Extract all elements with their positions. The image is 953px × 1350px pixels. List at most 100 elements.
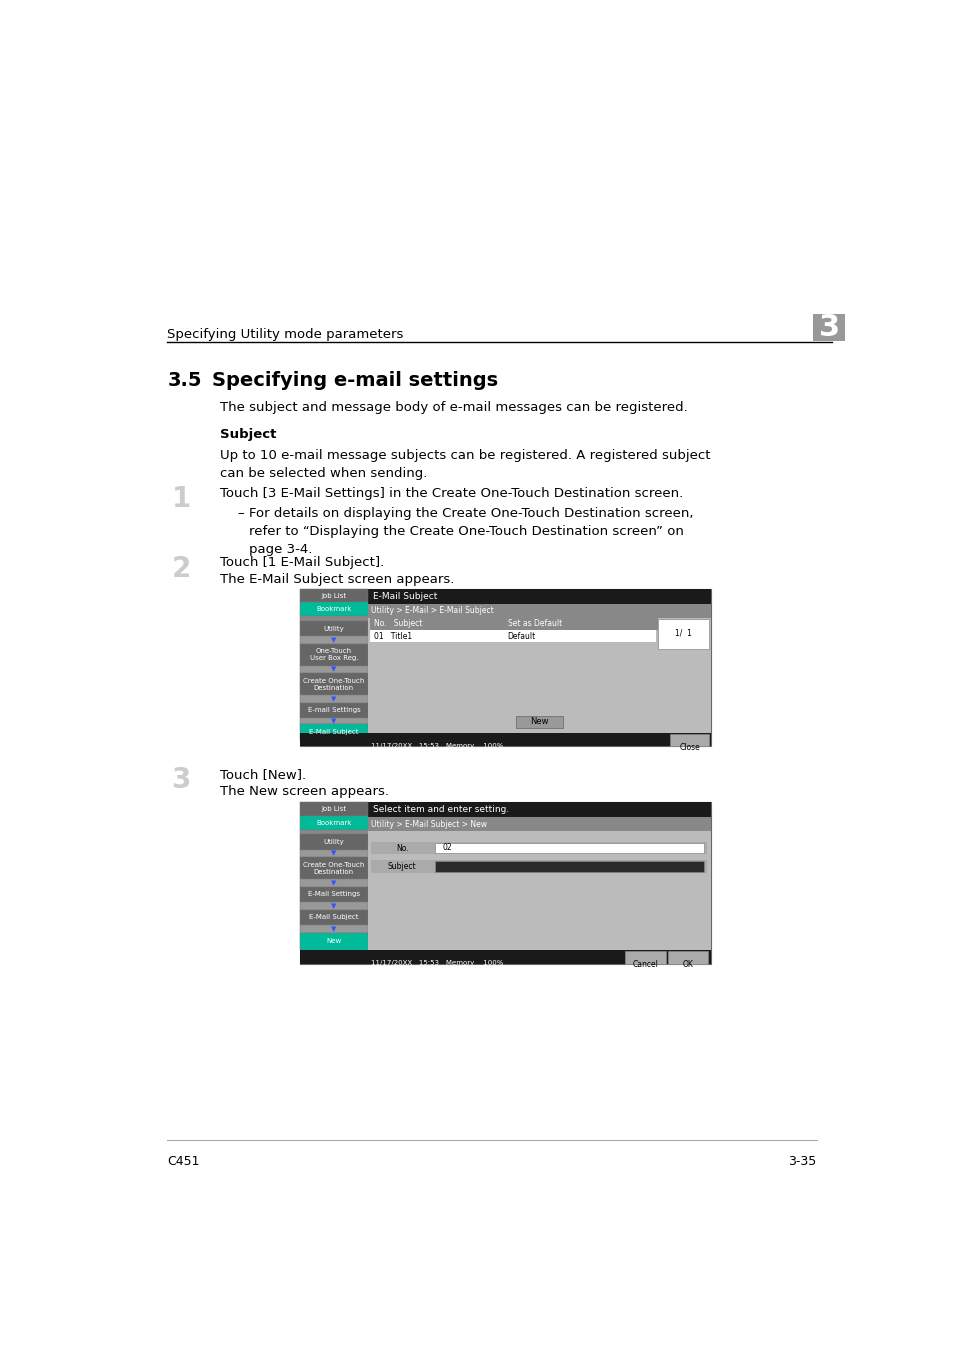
Bar: [371, 842, 707, 855]
Text: Job List: Job List: [321, 806, 346, 811]
Text: C451: C451: [167, 1156, 199, 1168]
Bar: [812, 315, 844, 340]
Text: Touch [New].: Touch [New].: [220, 768, 306, 782]
Bar: [299, 933, 368, 949]
Text: 3: 3: [818, 313, 839, 342]
Text: New: New: [326, 938, 341, 944]
Bar: [667, 952, 707, 964]
Bar: [299, 636, 368, 644]
Bar: [435, 861, 703, 872]
Text: Close: Close: [679, 744, 700, 752]
Text: Bookmark: Bookmark: [315, 819, 352, 826]
Bar: [371, 860, 707, 872]
Text: Cancel: Cancel: [632, 960, 658, 969]
Bar: [299, 733, 710, 747]
Text: Subject: Subject: [388, 863, 416, 871]
Text: ▼: ▼: [331, 926, 336, 931]
Text: No.   Subject: No. Subject: [374, 620, 422, 628]
Text: ▼: ▼: [331, 695, 336, 702]
Text: Touch [1 E-Mail Subject].: Touch [1 E-Mail Subject].: [220, 556, 384, 570]
Text: –: –: [236, 508, 243, 520]
Text: ▼: ▼: [331, 637, 336, 643]
Text: Utility: Utility: [323, 838, 344, 845]
Text: E-mail Settings: E-mail Settings: [307, 707, 360, 713]
Text: One-Touch
User Box Reg.: One-Touch User Box Reg.: [310, 648, 357, 662]
Text: Bookmark: Bookmark: [315, 606, 352, 613]
Text: The subject and message body of e-mail messages can be registered.: The subject and message body of e-mail m…: [220, 401, 687, 413]
Text: 11/17/20XX   15:53: 11/17/20XX 15:53: [371, 960, 438, 967]
Text: The E-Mail Subject screen appears.: The E-Mail Subject screen appears.: [220, 574, 454, 586]
Text: 1/  1: 1/ 1: [675, 629, 691, 637]
Text: ▼: ▼: [331, 667, 336, 672]
Bar: [369, 618, 658, 630]
Text: Memory    100%: Memory 100%: [445, 960, 502, 967]
Bar: [299, 834, 368, 849]
Bar: [299, 602, 368, 617]
Text: Up to 10 e-mail message subjects can be registered. A registered subject
can be : Up to 10 e-mail message subjects can be …: [220, 450, 710, 481]
Text: OK: OK: [682, 960, 693, 969]
Text: ▼: ▼: [331, 880, 336, 886]
Text: New: New: [530, 717, 548, 726]
Text: 3: 3: [172, 767, 191, 794]
Text: Create One-Touch
Destination: Create One-Touch Destination: [303, 861, 364, 875]
Bar: [299, 949, 710, 964]
Bar: [368, 589, 710, 603]
Text: ▼: ▼: [331, 718, 336, 724]
Bar: [299, 724, 368, 740]
Text: 11/17/20XX   15:53: 11/17/20XX 15:53: [371, 744, 438, 749]
Text: Memory    100%: Memory 100%: [445, 744, 502, 749]
Text: Utility: Utility: [323, 625, 344, 632]
Bar: [299, 925, 368, 933]
Text: No.: No.: [395, 844, 408, 853]
Text: Create One-Touch
Destination: Create One-Touch Destination: [303, 678, 364, 691]
Bar: [368, 618, 710, 733]
Bar: [299, 589, 710, 747]
Bar: [299, 644, 368, 666]
Bar: [299, 802, 368, 815]
Bar: [670, 734, 708, 747]
Text: E-Mail Subject: E-Mail Subject: [309, 729, 358, 734]
Text: Select item and enter setting.: Select item and enter setting.: [373, 805, 508, 814]
Bar: [299, 887, 368, 902]
Text: Utility > E-Mail Subject > New: Utility > E-Mail Subject > New: [371, 819, 487, 829]
Bar: [299, 849, 368, 857]
Bar: [299, 589, 368, 602]
Text: Specifying e-mail settings: Specifying e-mail settings: [212, 371, 497, 390]
Bar: [369, 630, 656, 641]
Text: ▼: ▼: [331, 903, 336, 909]
Bar: [624, 952, 665, 964]
Text: For details on displaying the Create One-Touch Destination screen,
refer to “Dis: For details on displaying the Create One…: [249, 508, 693, 556]
Text: Utility > E-Mail > E-Mail Subject: Utility > E-Mail > E-Mail Subject: [371, 606, 494, 616]
Bar: [299, 617, 368, 621]
Bar: [435, 842, 703, 853]
Text: 01   Title1: 01 Title1: [374, 632, 412, 641]
Text: Touch [3 E-Mail Settings] in the Create One-Touch Destination screen.: Touch [3 E-Mail Settings] in the Create …: [220, 487, 682, 500]
Bar: [368, 817, 710, 832]
Text: E-Mail Subject: E-Mail Subject: [373, 591, 436, 601]
Bar: [299, 910, 368, 925]
Bar: [299, 621, 368, 636]
Bar: [299, 666, 368, 674]
Text: Set as Default: Set as Default: [507, 620, 561, 628]
Bar: [299, 702, 368, 718]
Text: Specifying Utility mode parameters: Specifying Utility mode parameters: [167, 328, 403, 340]
Bar: [368, 832, 710, 949]
Text: 2: 2: [172, 555, 191, 583]
Bar: [368, 603, 710, 618]
Text: Default: Default: [507, 632, 536, 641]
Bar: [299, 674, 368, 695]
Text: Subject: Subject: [220, 428, 276, 440]
Text: E-Mail Settings: E-Mail Settings: [308, 891, 359, 898]
Bar: [299, 695, 368, 702]
Bar: [658, 620, 708, 648]
Bar: [299, 857, 368, 879]
Text: E-Mail Subject: E-Mail Subject: [309, 914, 358, 921]
Text: ▼: ▼: [331, 850, 336, 856]
Bar: [368, 802, 710, 817]
Text: The New screen appears.: The New screen appears.: [220, 784, 389, 798]
Bar: [299, 830, 368, 834]
Text: 1: 1: [172, 486, 191, 513]
Bar: [516, 716, 562, 728]
Text: 3-35: 3-35: [788, 1156, 816, 1168]
Bar: [299, 718, 368, 724]
